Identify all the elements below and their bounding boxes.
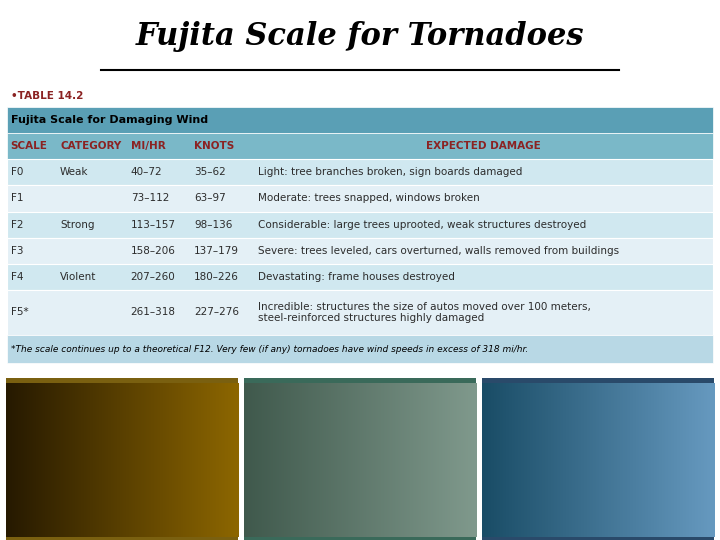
- Text: SCALE: SCALE: [11, 141, 48, 151]
- Bar: [7, 133, 713, 159]
- Text: Devastating: frame houses destroyed: Devastating: frame houses destroyed: [258, 272, 454, 282]
- Text: Considerable: large trees uprooted, weak structures destroyed: Considerable: large trees uprooted, weak…: [258, 220, 586, 229]
- Text: F3: F3: [11, 246, 23, 256]
- Bar: [7, 107, 713, 133]
- Bar: [7, 185, 713, 212]
- Text: 98–136: 98–136: [194, 220, 233, 229]
- Bar: [6, 378, 238, 540]
- Text: Strong: Strong: [60, 220, 94, 229]
- Text: F2: F2: [11, 220, 23, 229]
- Text: EXPECTED DAMAGE: EXPECTED DAMAGE: [426, 141, 541, 151]
- Text: 113–157: 113–157: [130, 220, 176, 229]
- Text: Moderate: trees snapped, windows broken: Moderate: trees snapped, windows broken: [258, 193, 480, 204]
- Text: 158–206: 158–206: [130, 246, 176, 256]
- Text: F1: F1: [11, 193, 23, 204]
- Text: 261–318: 261–318: [130, 307, 176, 318]
- Text: 207–260: 207–260: [130, 272, 176, 282]
- Text: KNOTS: KNOTS: [194, 141, 235, 151]
- Text: *The scale continues up to a theoretical F12. Very few (if any) tornadoes have w: *The scale continues up to a theoretical…: [11, 345, 528, 354]
- Text: Weak: Weak: [60, 167, 89, 177]
- Bar: [7, 212, 713, 238]
- Bar: [7, 264, 713, 290]
- Text: 35–62: 35–62: [194, 167, 226, 177]
- Bar: [244, 378, 476, 540]
- Text: Light: tree branches broken, sign boards damaged: Light: tree branches broken, sign boards…: [258, 167, 522, 177]
- Text: 227–276: 227–276: [194, 307, 239, 318]
- Text: Severe: trees leveled, cars overturned, walls removed from buildings: Severe: trees leveled, cars overturned, …: [258, 246, 618, 256]
- Text: 40–72: 40–72: [130, 167, 162, 177]
- Text: Fujita Scale for Tornadoes: Fujita Scale for Tornadoes: [136, 22, 584, 52]
- Text: Violent: Violent: [60, 272, 96, 282]
- Text: CATEGORY: CATEGORY: [60, 141, 122, 151]
- Text: F5*: F5*: [11, 307, 28, 318]
- Text: Fujita Scale for Damaging Wind: Fujita Scale for Damaging Wind: [11, 115, 208, 125]
- Text: 63–97: 63–97: [194, 193, 226, 204]
- Bar: [482, 378, 714, 540]
- Text: 137–179: 137–179: [194, 246, 239, 256]
- Text: 73–112: 73–112: [130, 193, 169, 204]
- Text: © 2007 Thomson Higher Education: © 2007 Thomson Higher Education: [11, 393, 159, 402]
- Text: 180–226: 180–226: [194, 272, 239, 282]
- Bar: [7, 290, 713, 335]
- Bar: [7, 159, 713, 185]
- Text: Incredible: structures the size of autos moved over 100 meters,
steel-reinforced: Incredible: structures the size of autos…: [258, 301, 590, 323]
- Bar: [7, 335, 713, 363]
- Text: F0: F0: [11, 167, 23, 177]
- Text: F4: F4: [11, 272, 23, 282]
- Bar: [7, 238, 713, 264]
- Text: MI/HR: MI/HR: [130, 141, 166, 151]
- Text: •TABLE 14.2: •TABLE 14.2: [11, 91, 83, 101]
